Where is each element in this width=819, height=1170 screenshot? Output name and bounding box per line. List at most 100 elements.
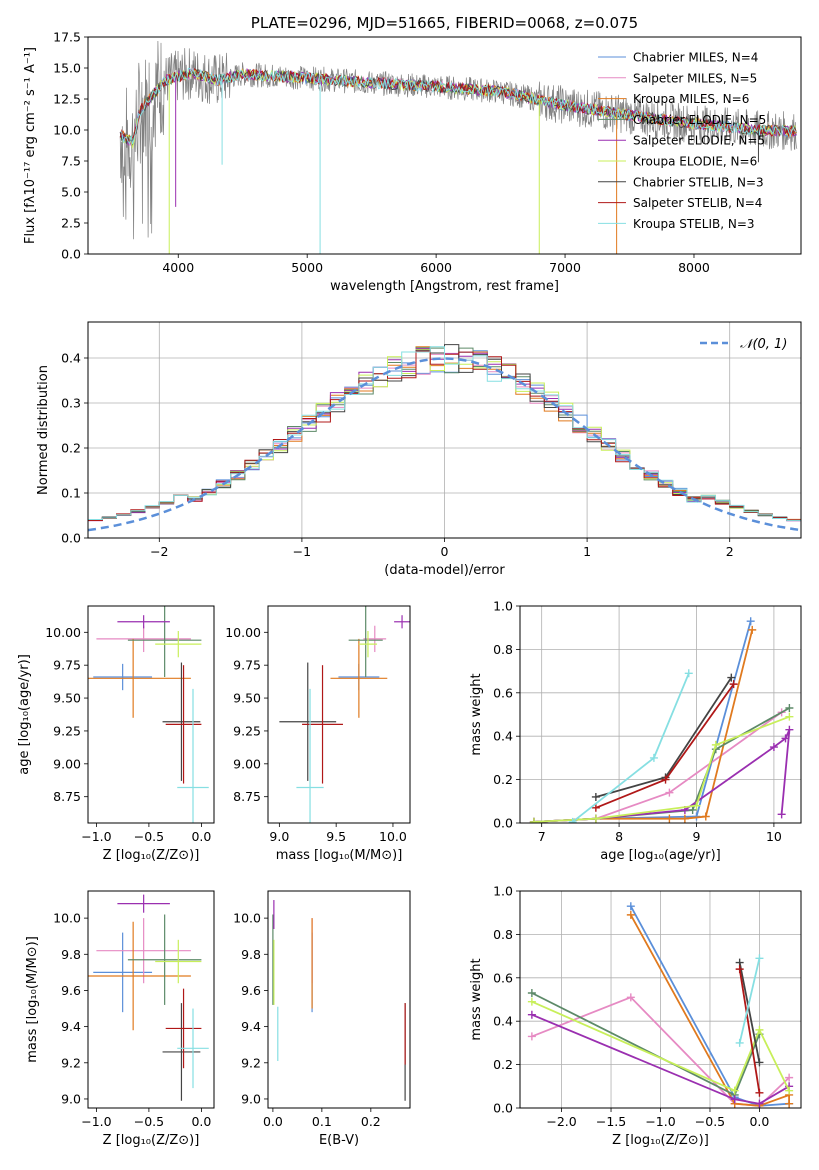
series-line-green	[533, 707, 790, 823]
y-tick-label: 8.75	[53, 789, 81, 804]
histogram-cyan	[88, 346, 801, 521]
y-tick-label: 10.0	[53, 911, 81, 926]
x-tick-label: −2	[150, 544, 168, 559]
series-marker-purple	[755, 1099, 764, 1108]
data-point-blue	[93, 932, 153, 1013]
legend: Chabrier MILES, N=4 Salpeter MILES, N=5 Kr…	[598, 51, 766, 231]
plot-area	[88, 894, 209, 1101]
panel-weight_vs_age: 7 8 9 10 0.0 0.2 0.4 0.6 0.8 1.0 age [log₁₀(age/yr…	[469, 599, 802, 863]
x-axis-label: Z [log₁₀(Z/Z⊙)]	[103, 1133, 200, 1148]
y-axis-label: mass [log₁₀(M/M⊙)]	[25, 936, 40, 1063]
y-tick-label: 0.0	[493, 816, 513, 831]
series-marker-lime	[755, 1025, 764, 1034]
series-marker-lime	[527, 997, 536, 1006]
series-marker-lime	[529, 817, 538, 823]
axes-frame	[87, 321, 802, 539]
series-marker-green	[785, 703, 794, 712]
data-point-cyan	[177, 688, 209, 823]
x-tick-label: 0.2	[361, 1114, 381, 1129]
axes-frame	[87, 36, 802, 255]
y-tick-label: 10.0	[53, 123, 81, 138]
y-tick-label: 9.50	[233, 691, 261, 706]
data-point-purple	[117, 615, 170, 629]
series-marker-red	[755, 1088, 764, 1097]
data-point-green	[127, 606, 202, 678]
y-tick-label: 5.0	[61, 185, 81, 200]
series-marker-pink	[785, 1073, 794, 1082]
y-tick-label: 9.25	[233, 723, 261, 738]
x-axis-label: E(B-V)	[319, 1133, 359, 1148]
x-axis-label: wavelength [Angstrom, rest frame]	[330, 279, 559, 294]
data-point-orange	[330, 638, 388, 718]
y-tick-label: 17.5	[53, 30, 81, 45]
legend-label: Chabrier STELIB, N=3	[633, 175, 764, 189]
series-marker-gray	[591, 792, 600, 801]
data-point-lime	[358, 630, 378, 658]
y-tick-label: 7.5	[61, 154, 81, 169]
series-line-purple	[533, 729, 791, 823]
y-tick-label: 12.5	[53, 92, 81, 107]
model-spectrum-gray	[119, 69, 797, 144]
x-tick-label: 0.0	[263, 1114, 283, 1129]
y-tick-label: 0.1	[61, 486, 81, 501]
data-point-orange	[88, 638, 191, 718]
x-tick-label: 0.0	[191, 1114, 211, 1129]
x-tick-label: −2.0	[546, 1114, 576, 1129]
series-marker-orange	[626, 910, 635, 919]
y-tick-label: 9.6	[241, 983, 261, 998]
series-line-cyan	[572, 672, 690, 823]
x-tick-label: 0	[441, 544, 449, 559]
x-tick-label: 2	[726, 544, 734, 559]
legend-label: Salpeter ELODIE, N=5	[633, 134, 765, 148]
series-marker-lime	[591, 814, 600, 823]
panel-spectrum: 4000 5000 6000 7000 8000 0.0 2.5 5.0 7.5 10.0 12.5…	[23, 14, 802, 294]
chart-title: PLATE=0296, MJD=51665, FIBERID=0068, z=0…	[251, 14, 638, 32]
series-marker-green	[527, 988, 536, 997]
series-marker-purple	[730, 1095, 739, 1104]
panel-mass_vs_ebv: 0.0 0.1 0.2 9.0 9.2 9.4 9.6 9.8 10.0 E(B-V)	[233, 890, 411, 1148]
data-point-red	[302, 665, 343, 784]
x-axis-label: Z [log₁₀(Z/Z⊙)]	[612, 1133, 709, 1148]
y-axis-label: Flux [fλ10⁻¹⁷ erg cm⁻² s⁻¹ A⁻¹]	[23, 47, 38, 244]
plot-area	[88, 606, 209, 823]
y-tick-label: 0.4	[493, 729, 513, 744]
y-tick-label: 0.0	[61, 531, 81, 546]
panel-residuals: −2 −1 0 1 2 0.0 0.1 0.2 0.3 0.4 (data-model)/error…	[36, 321, 802, 578]
data-point-red	[165, 988, 202, 1069]
x-tick-label: 5000	[291, 260, 323, 275]
x-tick-label: 8	[615, 829, 623, 844]
series-marker-purple	[785, 725, 794, 734]
x-tick-label: 1	[583, 544, 591, 559]
series-marker-lime	[785, 1086, 794, 1095]
series-marker-green	[688, 805, 697, 814]
series-marker-gray	[727, 673, 736, 682]
series-marker-pink	[527, 1032, 536, 1041]
x-tick-label: 9	[693, 829, 701, 844]
series-line-lime	[531, 1000, 790, 1092]
plot-area	[520, 606, 801, 823]
y-tick-label: 0.6	[493, 970, 513, 985]
series-marker-blue	[626, 902, 635, 911]
data-point-cyan	[177, 1008, 209, 1089]
series-marker-blue	[746, 617, 755, 626]
y-tick-label: 9.25	[53, 723, 81, 738]
data-point-lime	[155, 630, 202, 658]
y-tick-label: 10.00	[45, 625, 81, 640]
y-tick-label: 1.0	[493, 884, 513, 899]
series-marker-red	[729, 680, 738, 689]
series-marker-cyan	[684, 669, 693, 678]
series-marker-red	[661, 775, 670, 784]
data-point-gray	[162, 1003, 201, 1101]
axes-frame	[267, 890, 411, 1109]
series-line-purple	[531, 1013, 790, 1105]
x-tick-label: 9.5	[326, 829, 346, 844]
axes-frame	[87, 890, 215, 1109]
series-line-red	[738, 968, 761, 1093]
legend-label: Salpeter MILES, N=5	[633, 71, 757, 85]
y-tick-label: 8.75	[233, 789, 261, 804]
panel-age_vs_Z: −1.0 −0.5 0.0 8.75 9.00 9.25 9.50 9.75 10.00 Z [l…	[17, 605, 215, 863]
y-tick-label: 9.4	[241, 1019, 261, 1034]
data-point-lime	[155, 939, 202, 984]
legend-label: Kroupa ELODIE, N=6	[633, 155, 757, 169]
series-marker-pink	[665, 788, 674, 797]
